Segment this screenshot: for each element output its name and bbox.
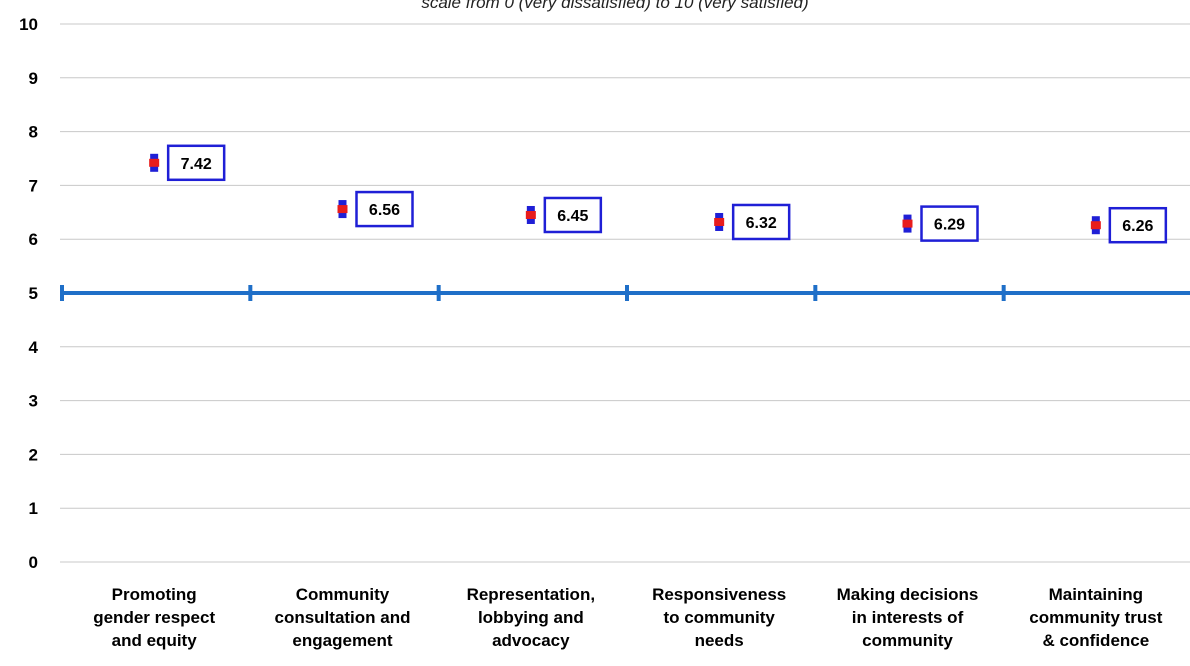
y-tick-label: 6 bbox=[29, 230, 38, 249]
data-point bbox=[337, 205, 348, 214]
data-label-box bbox=[355, 190, 414, 228]
data-label-box bbox=[920, 205, 979, 242]
data-label: 6.56 bbox=[369, 202, 400, 219]
data-point bbox=[714, 217, 725, 226]
x-category-label: Making decisions in interests of community bbox=[837, 585, 979, 650]
data-label-box bbox=[543, 196, 603, 234]
data-label-box bbox=[1108, 206, 1168, 244]
data-point-group: 6.29 bbox=[902, 205, 979, 242]
y-tick-label: 5 bbox=[29, 284, 38, 303]
data-point bbox=[149, 158, 160, 167]
data-point bbox=[902, 219, 913, 228]
x-axis-labels: Promoting gender respect and equity Communi… bbox=[93, 585, 1163, 650]
data-point-group: 6.56 bbox=[337, 190, 414, 228]
x-category-label: Responsiveness to community needs bbox=[652, 585, 786, 650]
data-label: 6.32 bbox=[746, 215, 777, 232]
data-point-group: 7.42 bbox=[149, 144, 226, 182]
y-tick-label: 7 bbox=[29, 176, 38, 195]
data-point bbox=[1090, 221, 1101, 230]
x-category-label: Community consultation and engagement bbox=[275, 585, 411, 650]
data-label-box bbox=[731, 203, 791, 241]
y-tick-label: 3 bbox=[29, 392, 38, 411]
data-point-group: 6.26 bbox=[1090, 206, 1168, 244]
data-label: 7.42 bbox=[181, 156, 212, 173]
reference-line bbox=[60, 285, 1190, 301]
chart-subtitle: scale from 0 (very dissatisfied) to 10 (… bbox=[421, 0, 808, 12]
data-points: 7.42 6.56 6.45 6.32 6.29 6.26 bbox=[149, 144, 1168, 244]
y-tick-label: 8 bbox=[29, 123, 38, 142]
data-point-group: 6.32 bbox=[714, 203, 791, 241]
data-label-box bbox=[166, 144, 226, 182]
y-tick-label: 0 bbox=[29, 553, 38, 572]
y-axis-ticks: 0 1 2 3 4 5 6 7 8 9 10 bbox=[19, 15, 38, 572]
y-tick-label: 2 bbox=[29, 445, 38, 464]
y-tick-label: 9 bbox=[29, 69, 38, 88]
x-category-label: Representation, lobbying and advocacy bbox=[467, 585, 595, 650]
y-tick-label: 1 bbox=[29, 499, 38, 518]
data-point-group: 6.45 bbox=[525, 196, 603, 234]
data-point bbox=[525, 210, 536, 219]
y-tick-label: 4 bbox=[29, 338, 39, 357]
data-label: 6.26 bbox=[1122, 218, 1153, 235]
x-category-label: Promoting gender respect and equity bbox=[93, 585, 215, 650]
y-tick-label: 10 bbox=[19, 15, 38, 34]
data-label: 6.45 bbox=[557, 208, 588, 225]
data-label: 6.29 bbox=[934, 217, 965, 234]
x-category-label: Maintaining community trust & confidence bbox=[1029, 585, 1163, 650]
